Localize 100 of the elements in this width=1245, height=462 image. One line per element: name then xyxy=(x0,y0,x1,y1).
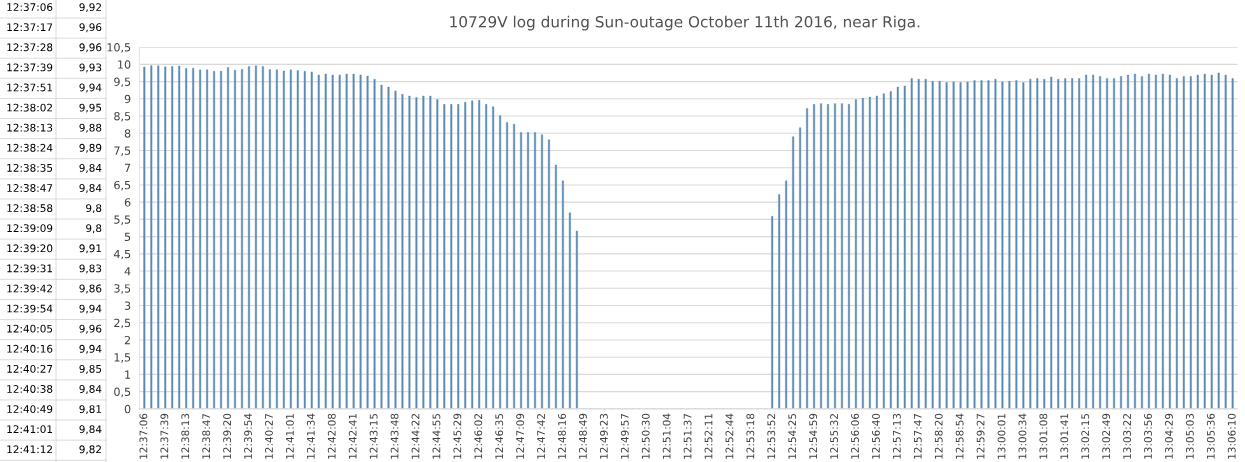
x-tick-label: 13:01:08 xyxy=(1039,413,1048,459)
text: 12:41:01 xyxy=(7,425,53,434)
text: 12:39:31 xyxy=(7,264,53,273)
text: 12:40:05 xyxy=(7,324,53,333)
text: 9,84 xyxy=(79,184,102,193)
text: 9,91 xyxy=(79,244,102,254)
text: 9,96 xyxy=(79,23,102,33)
x-tick-label: 13:06:10 xyxy=(1227,413,1236,459)
x-tick-label: 13:05:03 xyxy=(1185,413,1194,459)
text: 9,8 xyxy=(86,224,102,234)
text: 12:38:24 xyxy=(7,143,53,152)
x-tick-label: 12:41:34 xyxy=(306,413,315,459)
x-tick-label: 13:03:56 xyxy=(1144,413,1152,459)
text: 9,96 xyxy=(79,324,102,334)
y-tick-label: 4,5 xyxy=(113,249,131,260)
x-tick-label: 12:48:49 xyxy=(578,413,587,459)
x-tick-label: 12:40:27 xyxy=(265,413,273,459)
text: 9,8 xyxy=(86,204,102,214)
y-tick-label: 5,5 xyxy=(114,215,131,225)
y-tick-label: 9,5 xyxy=(114,77,131,88)
text: 9,94 xyxy=(79,83,102,93)
text: 12:38:35 xyxy=(7,163,53,172)
chart-title: 10729V log during Sun-outage October 11th 2016, near Riga. xyxy=(450,15,920,31)
text: 9,96 xyxy=(79,43,102,53)
x-tick-label: 12:56:06 xyxy=(851,413,859,459)
x-tick-label: 13:01:41 xyxy=(1060,414,1069,459)
x-tick-label: 12:52:11 xyxy=(704,414,713,459)
x-tick-label: 12:39:54 xyxy=(244,413,252,459)
text: 9,88 xyxy=(79,123,102,133)
y-tick-label: 1,5 xyxy=(114,353,131,363)
text: 9,82 xyxy=(79,445,101,455)
x-tick-label: 12:51:37 xyxy=(683,413,692,459)
x-tick-label: 12:49:23 xyxy=(599,413,608,459)
x-tick-label: 12:46:02 xyxy=(474,414,483,459)
text: 12:37:06 xyxy=(7,3,53,12)
text: 12:39:20 xyxy=(7,244,53,253)
y-tick-label: 10 xyxy=(118,60,131,69)
text: 9,85 xyxy=(79,364,102,374)
y-tick-label: 1 xyxy=(125,370,131,379)
text: 9,89 xyxy=(79,143,102,153)
x-tick-label: 12:47:09 xyxy=(516,413,525,459)
text: 12:37:28 xyxy=(7,43,53,52)
y-tick-label: 6,5 xyxy=(114,180,131,191)
x-tick-label: 12:41:01 xyxy=(285,414,294,459)
x-tick-label: 13:00:01 xyxy=(997,414,1006,459)
text: 12:40:49 xyxy=(7,405,53,414)
text: 12:38:02 xyxy=(7,103,52,112)
text: 12:38:47 xyxy=(7,184,53,192)
text: 12:37:39 xyxy=(7,63,53,72)
text: 12:40:38 xyxy=(7,385,53,393)
x-tick-label: 12:58:20 xyxy=(934,413,943,459)
x-tick-label: 13:03:22 xyxy=(1123,414,1132,459)
x-tick-label: 12:54:59 xyxy=(809,413,818,459)
text: 12:39:54 xyxy=(7,304,53,313)
x-tick-label: 12:59:27 xyxy=(976,413,985,459)
x-tick-label: 12:52:44 xyxy=(725,413,734,459)
y-tick-label: 8,5 xyxy=(114,112,131,122)
y-tick-label: 7 xyxy=(124,163,131,172)
x-tick-label: 12:47:42 xyxy=(537,414,545,459)
text: 9,92 xyxy=(79,3,101,13)
x-tick-label: 13:02:49 xyxy=(1102,413,1111,459)
x-tick-label: 12:44:22 xyxy=(411,414,420,459)
y-tick-label: 6 xyxy=(124,198,131,207)
y-tick-label: 2,5 xyxy=(114,318,131,329)
y-tick-label: 0,5 xyxy=(114,387,131,398)
text: 9,94 xyxy=(79,344,102,354)
text: 12:41:12 xyxy=(7,445,52,454)
x-tick-label: 12:37:06 xyxy=(139,413,148,459)
x-tick-label: 12:49:57 xyxy=(620,413,629,459)
x-tick-label: 12:42:08 xyxy=(327,413,336,459)
text: 9,86 xyxy=(79,284,102,294)
text: 9,95 xyxy=(79,103,102,113)
x-tick-label: 12:45:29 xyxy=(453,413,462,459)
text: 9,84 xyxy=(79,425,102,435)
x-tick-label: 13:05:36 xyxy=(1206,413,1215,459)
x-tick-label: 12:43:48 xyxy=(390,413,399,459)
text: 12:39:42 xyxy=(7,284,52,293)
text: 12:38:13 xyxy=(7,123,53,132)
x-tick-label: 12:51:04 xyxy=(662,413,671,459)
x-tick-label: 12:46:35 xyxy=(495,413,504,459)
text: 9,84 xyxy=(79,163,102,173)
x-tick-label: 13:00:34 xyxy=(1018,413,1027,459)
y-tick-label: 4 xyxy=(124,267,131,276)
text: 9,94 xyxy=(79,304,102,314)
text: 12:40:16 xyxy=(7,344,53,353)
y-tick-label: 5 xyxy=(124,232,131,241)
text: 12:40:27 xyxy=(7,364,53,373)
y-tick-label: 8 xyxy=(124,129,131,138)
text: 12:38:58 xyxy=(7,204,53,213)
x-tick-label: 12:56:40 xyxy=(871,413,880,459)
x-tick-label: 12:54:25 xyxy=(788,413,797,459)
x-tick-label: 12:38:13 xyxy=(181,413,190,459)
x-tick-label: 12:37:39 xyxy=(160,413,169,459)
text: 9,84 xyxy=(79,385,102,394)
y-tick-label: 0 xyxy=(124,404,131,414)
y-tick-label: 2 xyxy=(124,335,130,345)
x-tick-label: 12:58:54 xyxy=(955,413,964,459)
text: 12:39:09 xyxy=(7,224,53,233)
x-tick-label: 13:04:29 xyxy=(1165,413,1173,459)
text: 9,93 xyxy=(79,63,102,73)
